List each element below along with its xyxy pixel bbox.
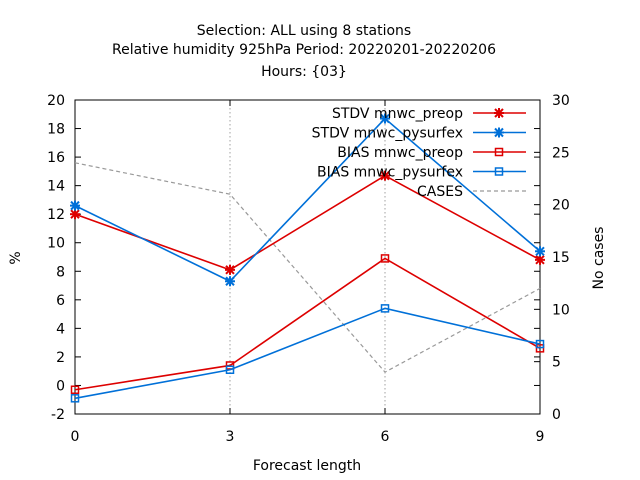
legend-marker [494,147,504,157]
data-point [380,304,390,313]
legend-item: STDV mnwc_preop [332,106,526,122]
legend-item: BIAS mnwc_preop [337,145,526,161]
y-axis-label: % [8,251,24,264]
data-point [70,385,80,394]
data-point [70,394,80,403]
y-tick-label: -2 [51,407,65,423]
y2-tick-label: 25 [552,145,570,161]
y-tick-label: 20 [47,93,65,109]
legend-marker [494,127,504,138]
y-tick-label: 0 [56,378,65,394]
series-line [74,174,541,271]
legend-label: BIAS mnwc_pysurfex [317,165,463,181]
legend-label: CASES [417,184,463,200]
x-tick-label: 9 [536,429,545,445]
data-point [535,339,545,349]
y2-tick-label: 0 [552,407,561,423]
y-axis: -2 0 2 4 6 8 10 12 14 16 18 20 [47,93,540,423]
series-line [74,117,541,283]
data-point [225,276,235,287]
y-tick-label: 14 [47,179,65,195]
data-point [380,170,390,181]
legend-marker [494,108,504,118]
y-tick-label: 6 [56,293,65,309]
legend-label: STDV mnwc_preop [332,106,463,122]
title-line-1: Selection: ALL using 8 stations [197,23,411,39]
legend-item: CASES [417,184,526,200]
y2-tick-label: 5 [552,355,561,371]
y-tick-label: 18 [47,122,65,138]
y-tick-label: 8 [56,264,65,280]
y2-axis: 0 5 10 15 20 25 30 [534,93,570,423]
data-point [535,344,545,353]
series-layer [70,113,545,403]
y2-tick-label: 30 [552,93,570,109]
data-point [225,365,235,375]
series-1 [70,113,545,287]
x-axis-label: Forecast length [253,458,361,474]
series-2 [70,254,545,394]
y-tick-label: 16 [47,150,65,166]
series-line [74,307,541,400]
grid [229,100,386,414]
series-3 [70,304,545,403]
legend: STDV mnwc_preop STDV mnwc_pysurfex BIAS mn… [312,106,526,200]
y2-tick-label: 20 [552,198,570,214]
data-point [70,209,80,220]
x-tick-label: 3 [226,429,235,445]
data-point [225,264,235,275]
plot-frame [74,99,541,415]
y2-tick-label: 10 [552,302,570,318]
data-point [380,254,390,263]
y2-tick-label: 15 [552,250,570,266]
title-line-3: Hours: {03} [261,64,347,80]
data-point [70,200,80,211]
data-point [535,254,545,265]
y-tick-label: 12 [47,207,65,223]
y-tick-label: 2 [56,350,65,366]
x-tick-label: 0 [71,429,80,445]
series-0 [70,170,545,275]
legend-marker [494,167,504,176]
legend-item: BIAS mnwc_pysurfex [317,165,526,181]
y2-axis-label: No cases [591,227,607,290]
series-4 [74,162,541,373]
series-line [74,257,541,391]
y-tick-label: 10 [47,236,65,252]
x-tick-label: 6 [381,429,390,445]
chart-title: Selection: ALL using 8 stations Relative… [112,23,496,80]
data-point [380,113,390,124]
legend-label: BIAS mnwc_preop [337,145,463,161]
y-tick-label: 4 [56,321,65,337]
legend-label: STDV mnwc_pysurfex [312,126,463,142]
legend-item: STDV mnwc_pysurfex [312,126,526,142]
series-line [74,162,541,373]
data-point [535,246,545,257]
title-line-2: Relative humidity 925hPa Period: 2022020… [112,42,496,58]
x-axis: 0 3 6 9 [71,100,545,445]
